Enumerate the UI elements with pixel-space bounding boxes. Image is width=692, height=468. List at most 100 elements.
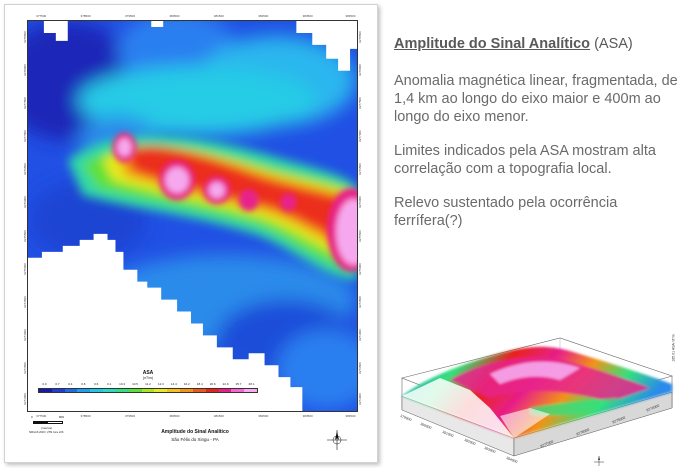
legend-value: 0.0 [42,382,47,386]
coord-tick: 9278500 [358,30,363,43]
coord-tick: 9274500 [358,295,363,308]
coord-tick: 381500 [213,14,224,18]
coord-tick: 9274500 [22,295,27,308]
heading-underlined: Amplitude do Sinal Analítico [394,36,591,52]
coord-tick: 9273500 [22,362,27,374]
coord-tick: 384500 [345,414,356,418]
coord-tick: 9277000 [22,130,27,142]
coord-tick: 379500 [124,14,135,18]
legend-value: 14.4 [170,382,177,386]
coord-tick: 378500 [80,14,91,18]
legend-value: 12.3 [157,382,164,386]
legend-value: 20.6 [209,382,216,386]
map-caption: Amplitude do Sinal Analítico São Félix d… [105,429,285,442]
legend-value-labels: 0.0 0.7 0.4 0.6 0.6 0.1 10.3 10.5 11.2 12.3 14.4 16… [38,382,258,386]
legend-swatch [51,389,65,392]
heading-suffix: (ASA) [594,36,633,52]
coord-tick: 383500 [302,414,313,418]
coord-tick: 377500 [36,414,47,418]
legend-value: 10.5 [132,382,138,386]
legend-swatch [218,389,232,392]
legend-title: ASA [142,370,154,376]
description-panel: Amplitude do Sinal Analítico (ASA) Anoma… [394,34,686,230]
coord-tick: 9276000 [358,196,363,209]
legend-swatch [64,389,78,392]
legend-swatch [77,389,91,392]
legend-value: 22.9 [222,382,229,386]
legend-swatch [192,389,206,392]
coord-tick: 377500 [36,14,47,18]
paragraph-relief: Relevo sustentado pela ocorrência ferríf… [394,195,618,229]
legend-value: 0.7 [55,382,60,386]
coord-tick: 382500 [258,414,269,418]
axis-label-z: 185.01 ASA nT/m [671,334,676,362]
scale-graphic [33,421,63,424]
legend-swatch [244,389,258,392]
legend-swatch [180,389,193,392]
scale-bar: 0 800 (metros) SIRGAS 2000 / UTM zone 22… [29,415,69,440]
coord-tick: 380500 [169,414,180,418]
coord-tick: 9278000 [22,63,27,76]
map-sheet: 377500 378500 379500 380500 381500 38250… [4,4,378,463]
legend-swatch [115,389,129,392]
scale-unit: (metros) [41,426,53,430]
legend-swatch [154,389,168,392]
legend-color-bar [38,388,258,393]
coord-tick: 9275500 [358,229,363,242]
legend-value: 25.7 [235,382,242,386]
legend-value: 0.4 [68,382,73,386]
coord-tick: 380500 [169,14,180,18]
coord-tick: 9274000 [358,329,363,341]
projection-note: SIRGAS 2000 / UTM zone 22S [29,431,64,434]
coord-tick: 9276000 [22,196,27,209]
coord-tick: 9275000 [22,262,27,275]
coord-tick: 9277500 [358,97,363,109]
coord-tick: 9278500 [22,30,27,43]
legend-swatch [103,389,116,392]
legend-swatch [205,389,219,392]
legend-value: 0.1 [107,382,112,386]
coord-tick: 9274000 [22,329,27,341]
compass-icon [594,456,604,466]
legend-value: 11.2 [145,382,151,386]
legend-swatch [141,389,155,392]
scale-label-left: 0 [31,415,33,419]
legend-value: 0.6 [81,382,86,386]
map-title: Amplitude do Sinal Analítico [161,429,229,435]
coord-tick: 9276500 [358,163,363,176]
coord-tick: 9273500 [358,362,363,374]
legend-swatch [90,389,104,392]
coord-tick: 379500 [124,414,135,418]
scale-label-right: 800 [59,415,65,419]
coord-tick: 382500 [258,14,269,18]
legend-swatch [167,389,181,392]
slide-heading: Amplitude do Sinal Analítico (ASA) [394,34,686,54]
coord-tick: 378500 [80,414,91,418]
legend-swatch [231,389,245,392]
legend-value: 18.4 [196,382,203,386]
legend-value: 16.2 [183,382,190,386]
legend-value: 10.3 [119,382,126,386]
legend-swatch [39,389,52,392]
coord-tick: 9273000 [358,393,363,406]
coord-tick: 381500 [213,414,224,418]
coord-tick: 9275500 [22,229,27,242]
legend-value: 28.1 [248,382,255,386]
coord-tick: 9278000 [358,63,363,76]
3d-surface-block: 379000 380000 381000 382000 383000 38400… [380,318,690,468]
coord-tick: 9277000 [358,130,363,142]
map-subtitle: São Félix do Xingu - PA [171,437,219,442]
asa-heatmap [28,21,357,411]
coord-tick: 9276500 [22,163,27,176]
map-frame: 377500 378500 379500 380500 381500 38250… [23,14,362,418]
north-arrow-icon [327,430,347,450]
paragraph-limits: Limites indicados pela ASA mostram alta … [394,143,656,177]
color-legend: ASA (nT/m) 0.0 0.7 0.4 0.6 0.6 0.1 10.3 10.5 11.… [35,370,261,400]
coord-tick: 9273000 [22,393,27,406]
coord-tick: 9277500 [22,97,27,109]
legend-unit: (nT/m) [142,376,154,380]
coord-tick: 383500 [302,14,313,18]
coord-tick: 384500 [345,14,356,18]
3d-surface-graphic [401,337,673,457]
coord-tick: 9275000 [358,262,363,275]
